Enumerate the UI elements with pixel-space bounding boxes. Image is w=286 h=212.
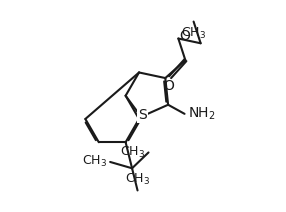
Text: S: S [138, 108, 147, 122]
Text: NH$_2$: NH$_2$ [188, 106, 215, 122]
Text: O: O [180, 29, 190, 43]
Text: CH$_3$: CH$_3$ [125, 172, 150, 187]
Text: CH$_3$: CH$_3$ [181, 26, 206, 41]
Text: O: O [163, 79, 174, 93]
Text: CH$_3$: CH$_3$ [82, 154, 107, 170]
Text: CH$_3$: CH$_3$ [120, 145, 145, 160]
